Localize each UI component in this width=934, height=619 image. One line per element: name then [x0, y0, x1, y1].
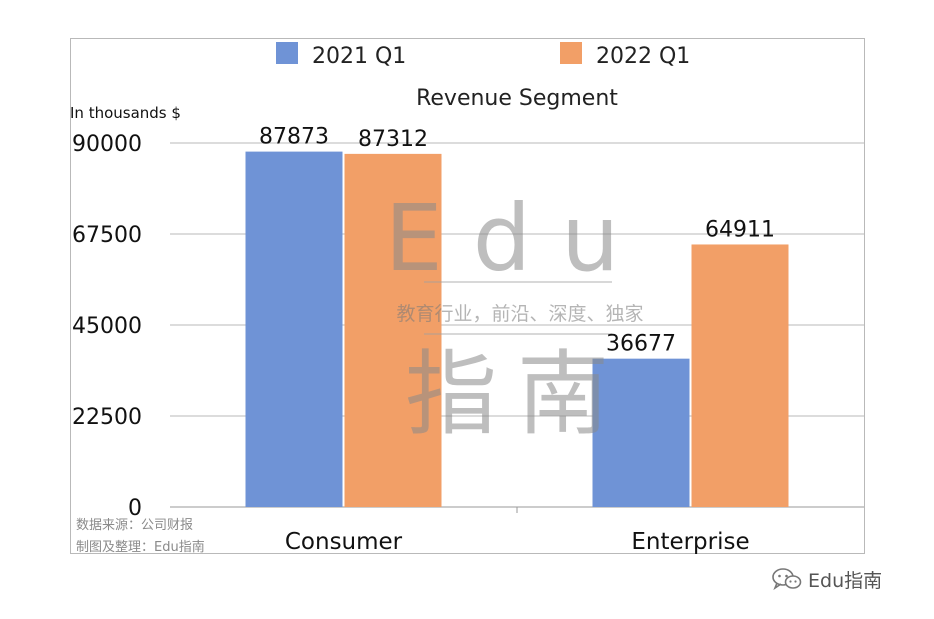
chart-frame: [70, 38, 865, 554]
watermark-chinese: 指南: [405, 341, 629, 448]
watermark-slogan: 教育行业，前沿、深度、独家: [396, 303, 643, 325]
bar: [344, 153, 442, 507]
data-label: 87873: [259, 125, 329, 150]
legend-label-2021-q1: 2021 Q1: [312, 44, 406, 69]
wechat-icon: [772, 568, 802, 591]
legend-swatch-2022-q1: [560, 42, 582, 64]
labels: 0 22500 45000 67500 90000 87873 87312 Consumer 3…: [72, 125, 775, 555]
data-label: 87312: [358, 127, 428, 152]
bar: [691, 244, 789, 507]
legend: 2021 Q1 2022 Q1: [276, 42, 690, 69]
legend-swatch-2021-q1: [276, 42, 298, 64]
watermark: Edu 教育行业，前沿、深度、独家 指南: [385, 185, 650, 448]
credit-label: Edu指南: [808, 569, 883, 592]
y-tick-label: 45000: [72, 314, 142, 339]
bars: [245, 151, 789, 507]
source-note-line1: 数据来源：公司财报: [76, 518, 193, 533]
bar: [245, 151, 343, 507]
y-tick-label: 0: [128, 496, 142, 521]
x-tick-label: Enterprise: [631, 529, 749, 555]
y-axis-label: In thousands $: [70, 104, 181, 122]
x-tick-label: Consumer: [285, 529, 403, 555]
source-note-line2: 制图及整理：Edu指南: [76, 539, 205, 555]
wechat-credit: Edu指南: [772, 566, 882, 592]
watermark-latin: Edu: [385, 185, 650, 292]
bar: [592, 358, 690, 507]
legend-label-2022-q1: 2022 Q1: [596, 44, 690, 69]
y-tick-label: 67500: [72, 223, 142, 248]
chart-title: Revenue Segment: [416, 86, 618, 111]
y-tick-label: 22500: [72, 405, 142, 430]
y-tick-label: 90000: [72, 132, 142, 157]
data-label: 64911: [705, 217, 775, 242]
data-label: 36677: [606, 332, 676, 357]
